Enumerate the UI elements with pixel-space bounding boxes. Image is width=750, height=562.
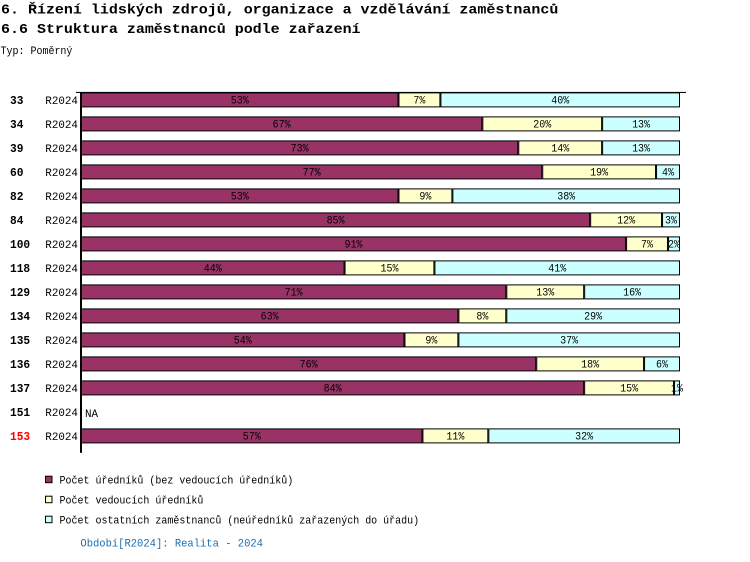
svg-text:6.6 Struktura zaměstnanců podl: 6.6 Struktura zaměstnanců podle zařazení [1, 22, 361, 38]
svg-text:118: 118 [10, 263, 30, 276]
svg-text:Typ: Poměrný: Typ: Poměrný [1, 46, 73, 59]
svg-text:13%: 13% [632, 143, 651, 156]
svg-text:32%: 32% [575, 431, 594, 444]
svg-text:R2024: R2024 [45, 120, 78, 132]
svg-text:82: 82 [10, 191, 24, 204]
svg-text:84%: 84% [324, 383, 343, 396]
svg-text:R2024: R2024 [45, 216, 78, 228]
svg-text:134: 134 [10, 311, 30, 324]
svg-text:39: 39 [10, 143, 24, 156]
svg-text:129: 129 [10, 287, 30, 300]
svg-text:R2024: R2024 [45, 96, 78, 108]
svg-text:8%: 8% [476, 311, 489, 324]
svg-text:11%: 11% [446, 431, 465, 444]
svg-text:R2024: R2024 [45, 408, 78, 420]
svg-text:73%: 73% [291, 143, 310, 156]
svg-text:53%: 53% [231, 191, 250, 204]
svg-text:136: 136 [10, 359, 30, 372]
svg-text:6%: 6% [656, 359, 669, 372]
svg-text:13%: 13% [536, 287, 555, 300]
svg-text:135: 135 [10, 335, 30, 348]
svg-text:16%: 16% [623, 287, 642, 300]
svg-text:54%: 54% [234, 335, 253, 348]
svg-text:67%: 67% [273, 119, 292, 132]
svg-text:2%: 2% [668, 239, 681, 252]
svg-text:40%: 40% [551, 95, 570, 108]
svg-text:9%: 9% [425, 335, 438, 348]
svg-text:4%: 4% [662, 167, 675, 180]
svg-text:100: 100 [10, 239, 30, 252]
svg-text:77%: 77% [303, 167, 322, 180]
svg-text:37%: 37% [560, 335, 579, 348]
svg-text:Počet úředníků (bez vedoucích: Počet úředníků (bez vedoucích úředníků) [60, 474, 294, 488]
svg-text:33: 33 [10, 95, 24, 108]
svg-text:6. Řízení lidských zdrojů, org: 6. Řízení lidských zdrojů, organizace a … [1, 1, 558, 19]
svg-text:53%: 53% [231, 95, 250, 108]
svg-text:19%: 19% [590, 167, 609, 180]
svg-text:9%: 9% [419, 191, 432, 204]
svg-text:Počet vedoucích úředníků: Počet vedoucích úředníků [60, 494, 204, 508]
svg-text:29%: 29% [584, 311, 603, 324]
svg-text:R2024: R2024 [45, 384, 78, 396]
svg-text:3%: 3% [665, 215, 678, 228]
svg-text:R2024: R2024 [45, 240, 78, 252]
svg-text:84: 84 [10, 215, 24, 228]
svg-text:15%: 15% [380, 263, 399, 276]
svg-text:57%: 57% [243, 431, 262, 444]
svg-text:Období[R2024]: Realita - 2024: Období[R2024]: Realita - 2024 [80, 538, 263, 550]
svg-text:20%: 20% [533, 119, 552, 132]
svg-text:NA: NA [85, 409, 98, 421]
svg-text:151: 151 [10, 407, 30, 420]
svg-text:85%: 85% [327, 215, 346, 228]
svg-text:13%: 13% [632, 119, 651, 132]
svg-text:7%: 7% [641, 239, 654, 252]
svg-text:Počet ostatních zaměstnanců (n: Počet ostatních zaměstnanců (neúředníků … [60, 514, 420, 528]
svg-text:44%: 44% [204, 263, 223, 276]
svg-text:R2024: R2024 [45, 360, 78, 372]
svg-text:12%: 12% [617, 215, 636, 228]
svg-text:15%: 15% [620, 383, 639, 396]
svg-text:R2024: R2024 [45, 312, 78, 324]
svg-text:41%: 41% [548, 263, 567, 276]
svg-text:1%: 1% [671, 383, 684, 396]
svg-text:R2024: R2024 [45, 288, 78, 300]
svg-text:137: 137 [10, 383, 30, 396]
svg-text:R2024: R2024 [45, 336, 78, 348]
svg-text:60: 60 [10, 167, 24, 180]
svg-text:153: 153 [10, 431, 30, 444]
svg-text:R2024: R2024 [45, 192, 78, 204]
svg-text:91%: 91% [345, 239, 364, 252]
svg-text:38%: 38% [557, 191, 576, 204]
svg-text:18%: 18% [581, 359, 600, 372]
svg-text:R2024: R2024 [45, 168, 78, 180]
svg-text:7%: 7% [413, 95, 426, 108]
svg-text:34: 34 [10, 119, 24, 132]
svg-text:R2024: R2024 [45, 432, 78, 444]
svg-text:63%: 63% [261, 311, 280, 324]
svg-text:14%: 14% [551, 143, 570, 156]
svg-text:76%: 76% [300, 359, 319, 372]
svg-text:R2024: R2024 [45, 264, 78, 276]
svg-text:71%: 71% [285, 287, 304, 300]
svg-text:R2024: R2024 [45, 144, 78, 156]
